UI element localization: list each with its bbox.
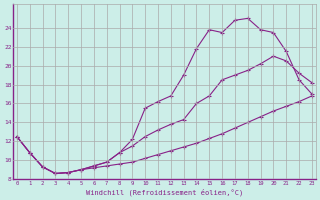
X-axis label: Windchill (Refroidissement éolien,°C): Windchill (Refroidissement éolien,°C) [86,188,243,196]
